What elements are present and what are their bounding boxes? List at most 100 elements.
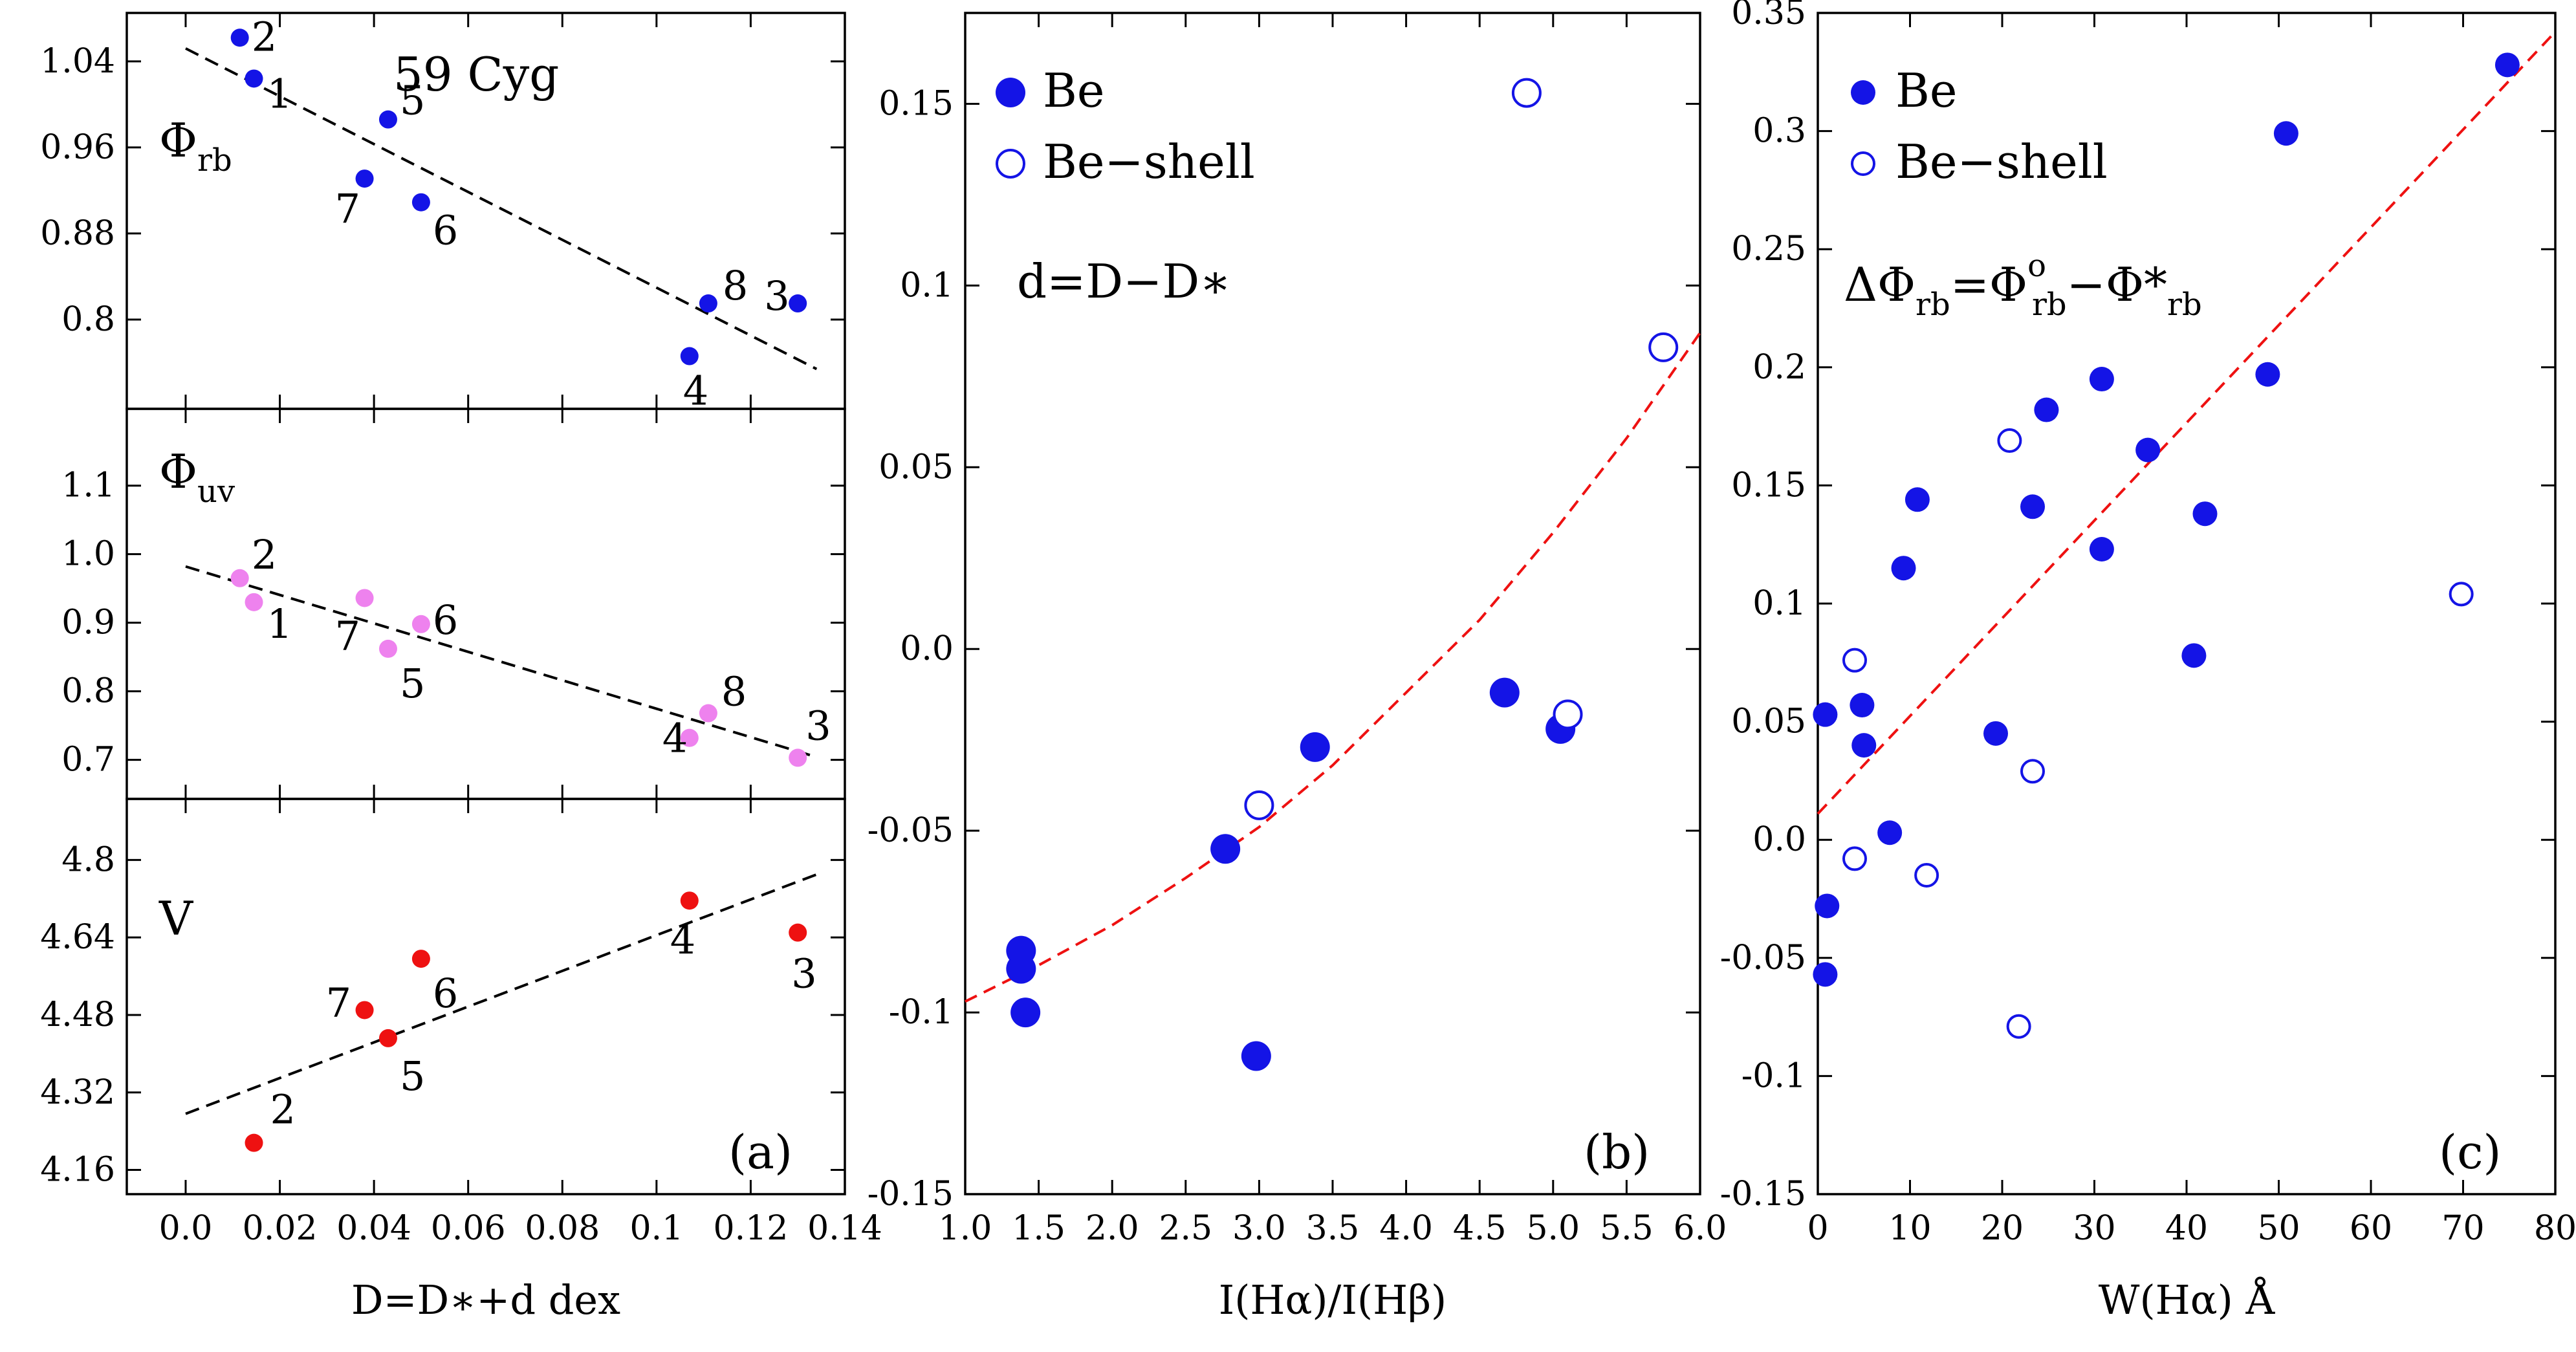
panel-c: -0.15 -0.1 -0.05 0.0 0.05 0.1 0.15 0.2 0.25 0.3 0.… bbox=[1720, 0, 2576, 1324]
a3-point-label: 2 bbox=[270, 1086, 296, 1133]
a3-xtick-label: 0.12 bbox=[714, 1209, 789, 1248]
a1-point bbox=[411, 193, 430, 212]
a3-xtick-label: 0.1 bbox=[630, 1209, 684, 1248]
a1-ytick-label: 1.04 bbox=[40, 42, 115, 81]
b-be-shell-point bbox=[1511, 78, 1542, 108]
b-legend-be-label: Be bbox=[1043, 63, 1105, 118]
a2-ytick-label: 1.0 bbox=[61, 535, 115, 574]
c-xlabel: W(Hα) Å bbox=[2099, 1276, 2276, 1324]
b-xtick-label: 2.5 bbox=[1159, 1209, 1212, 1248]
c-be-shell-point bbox=[1842, 648, 1867, 673]
a3-xtick-label: 0.0 bbox=[159, 1209, 213, 1248]
c-be-shell-point bbox=[1997, 428, 2022, 453]
c-be-point bbox=[1813, 702, 1838, 727]
a2-ytick-label: 0.7 bbox=[61, 741, 115, 780]
a1-point-label: 5 bbox=[400, 77, 425, 124]
a3-xlabel: D=D∗+d dex bbox=[351, 1276, 620, 1324]
c-be-point bbox=[2034, 397, 2059, 422]
a1-point-label: 8 bbox=[723, 262, 748, 309]
c-ytick-label: 0.05 bbox=[1731, 703, 1806, 741]
c-be-point bbox=[2089, 537, 2114, 562]
c-legend-be-marker bbox=[1851, 80, 1875, 105]
a3-xtick-label: 0.04 bbox=[336, 1209, 411, 1248]
a1-title: 59 Cyg bbox=[393, 47, 559, 102]
a3-point-label: 5 bbox=[400, 1052, 425, 1100]
a1-fit-line bbox=[185, 47, 818, 371]
c-be-point bbox=[1813, 962, 1838, 987]
b-panel-label: (b) bbox=[1584, 1125, 1650, 1179]
b-xtick-label: 1.5 bbox=[1012, 1209, 1065, 1248]
c-ytick-label: 0.0 bbox=[1752, 820, 1806, 859]
a2-point-label: 5 bbox=[400, 660, 425, 707]
b-fit-curve bbox=[965, 332, 1701, 1003]
a1-point-label: 6 bbox=[433, 207, 458, 254]
a1-point-label: 7 bbox=[335, 185, 360, 232]
a1-point bbox=[245, 69, 263, 88]
c-xtick-label: 70 bbox=[2441, 1209, 2484, 1248]
c-xtick-label: 10 bbox=[1888, 1209, 1931, 1248]
b-xtick-label: 1.0 bbox=[939, 1209, 992, 1248]
a1-point bbox=[355, 169, 374, 188]
a3-xtick-label: 0.14 bbox=[807, 1209, 882, 1248]
a2-ytick-label: 0.9 bbox=[61, 604, 115, 642]
a3-point bbox=[245, 1133, 263, 1152]
b-be-shell-point bbox=[1648, 332, 1679, 362]
b-ytick-label: 0.05 bbox=[879, 448, 954, 486]
b-xtick-label: 6.0 bbox=[1674, 1209, 1727, 1248]
a2-point bbox=[230, 569, 249, 587]
b-ytick-label: 0.1 bbox=[900, 266, 954, 305]
c-be-point bbox=[2192, 501, 2218, 527]
c-be-point bbox=[2255, 362, 2280, 387]
a2-ytick-label: 0.8 bbox=[61, 672, 115, 711]
c-be-point bbox=[2273, 121, 2298, 146]
a3-point-label: 7 bbox=[326, 979, 351, 1026]
a3-xtick-label: 0.08 bbox=[525, 1209, 600, 1248]
c-legend-shell-marker bbox=[1851, 151, 1875, 176]
b-annotation: d=D−D∗ bbox=[1017, 254, 1231, 309]
a3-ytick-label: 4.16 bbox=[40, 1151, 115, 1190]
a2-point bbox=[355, 589, 374, 607]
b-xtick-label: 4.5 bbox=[1453, 1209, 1507, 1248]
b-be-shell-point bbox=[1553, 699, 1583, 730]
c-ytick-label: 0.2 bbox=[1752, 348, 1806, 387]
c-ytick-label: -0.1 bbox=[1741, 1056, 1806, 1095]
b-be-point bbox=[1241, 1041, 1271, 1071]
b-legend-shell-marker bbox=[996, 149, 1025, 179]
a2-point-label: 6 bbox=[433, 596, 458, 644]
a2-point-label: 2 bbox=[252, 531, 277, 578]
b-be-point bbox=[1300, 732, 1330, 762]
a1-point-label: 2 bbox=[252, 13, 277, 60]
a2-point bbox=[680, 728, 699, 747]
c-be-shell-point bbox=[2006, 1014, 2031, 1039]
a3-point-label: 6 bbox=[433, 970, 458, 1017]
b-xtick-label: 2.0 bbox=[1086, 1209, 1139, 1248]
b-be-shell-point bbox=[1244, 790, 1274, 820]
a3-ytick-label: 4.32 bbox=[40, 1073, 115, 1112]
a2-point-label: 4 bbox=[662, 715, 688, 762]
c-xtick-label: 80 bbox=[2534, 1209, 2576, 1248]
b-xlabel: I(Hα)/I(Hβ) bbox=[1219, 1276, 1446, 1324]
a2-point-label: 7 bbox=[335, 612, 360, 659]
a3-frame bbox=[126, 798, 846, 1195]
c-xtick-label: 30 bbox=[2073, 1209, 2115, 1248]
a1-point bbox=[789, 294, 807, 313]
c-be-point bbox=[2020, 494, 2046, 519]
a3-point bbox=[378, 1029, 397, 1047]
b-ytick-label: 0.15 bbox=[879, 84, 954, 123]
a1-ylabel: Φrb bbox=[159, 113, 232, 179]
c-be-point bbox=[1851, 733, 1877, 758]
c-legend-shell-label: Be−shell bbox=[1895, 135, 2108, 189]
panel-a-v-magnitude: 4.16 4.32 4.48 4.64 4.8 0.0 0.02 0.04 0.06 0.08 0.… bbox=[40, 798, 882, 1324]
panel-a-phi-uv: 0.7 0.8 0.9 1.0 1.1 2 1 7 65 84 3 Φuv bbox=[61, 408, 846, 800]
b-xtick-label: 5.5 bbox=[1600, 1209, 1654, 1248]
a2-point-label: 3 bbox=[805, 702, 831, 749]
a2-ylabel: Φuv bbox=[159, 444, 235, 510]
a2-point-label: 1 bbox=[267, 600, 292, 648]
c-be-shell-point bbox=[1842, 846, 1867, 871]
a3-xtick-label: 0.02 bbox=[243, 1209, 318, 1248]
a3-xtick-label: 0.06 bbox=[431, 1209, 506, 1248]
c-be-point bbox=[1877, 820, 1903, 845]
c-ytick-label: 0.1 bbox=[1752, 584, 1806, 623]
c-xtick-label: 20 bbox=[1981, 1209, 2024, 1248]
a3-point bbox=[789, 923, 807, 942]
